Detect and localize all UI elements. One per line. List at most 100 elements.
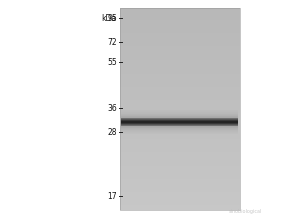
Bar: [120, 104, 240, 105]
Bar: [120, 181, 240, 182]
Bar: [120, 140, 240, 141]
Bar: [120, 29, 240, 30]
Bar: [120, 38, 240, 39]
Bar: [121, 114, 238, 115]
Bar: [120, 169, 240, 170]
Bar: [120, 117, 240, 118]
Bar: [120, 191, 240, 192]
Bar: [120, 18, 240, 19]
Bar: [120, 203, 240, 204]
Bar: [120, 170, 240, 171]
Bar: [121, 119, 238, 120]
Bar: [120, 8, 240, 210]
Bar: [120, 137, 240, 138]
Bar: [120, 30, 240, 31]
Bar: [121, 126, 238, 127]
Bar: [120, 12, 240, 13]
Text: 17: 17: [107, 192, 117, 200]
Bar: [120, 92, 240, 93]
Bar: [120, 151, 240, 152]
Bar: [121, 117, 238, 118]
Bar: [121, 116, 238, 117]
Text: 95: 95: [107, 13, 117, 22]
Bar: [120, 133, 240, 134]
Bar: [121, 110, 238, 111]
Bar: [121, 132, 238, 133]
Bar: [120, 99, 240, 100]
Bar: [120, 178, 240, 179]
Bar: [120, 199, 240, 200]
Bar: [120, 163, 240, 164]
Bar: [120, 68, 240, 69]
Bar: [120, 86, 240, 87]
Bar: [120, 139, 240, 140]
Bar: [120, 83, 240, 84]
Text: kDa: kDa: [101, 14, 116, 23]
Bar: [121, 118, 238, 119]
Bar: [121, 133, 238, 134]
Bar: [120, 155, 240, 157]
Bar: [120, 58, 240, 60]
Bar: [120, 48, 240, 50]
Bar: [121, 111, 238, 112]
Bar: [120, 56, 240, 58]
Bar: [120, 116, 240, 117]
Bar: [120, 185, 240, 186]
Bar: [120, 16, 240, 17]
Bar: [120, 77, 240, 78]
Bar: [120, 174, 240, 175]
Bar: [120, 37, 240, 38]
Bar: [120, 81, 240, 82]
Bar: [120, 150, 240, 151]
Bar: [120, 101, 240, 102]
Bar: [120, 120, 240, 121]
Bar: [120, 109, 240, 110]
Bar: [120, 198, 240, 199]
Bar: [120, 22, 240, 23]
Bar: [120, 73, 240, 74]
Bar: [120, 142, 240, 143]
Bar: [120, 105, 240, 106]
Bar: [120, 42, 240, 43]
Bar: [120, 103, 240, 104]
Bar: [120, 200, 240, 201]
Bar: [120, 164, 240, 165]
Bar: [120, 111, 240, 112]
Bar: [120, 152, 240, 153]
Bar: [120, 25, 240, 26]
Bar: [120, 110, 240, 111]
Bar: [120, 122, 240, 123]
Bar: [120, 72, 240, 73]
Bar: [120, 189, 240, 190]
Text: 72: 72: [107, 37, 117, 47]
Bar: [120, 165, 240, 166]
Bar: [120, 159, 240, 161]
Bar: [120, 85, 240, 86]
Bar: [120, 66, 240, 67]
Bar: [120, 20, 240, 21]
Bar: [120, 26, 240, 27]
Bar: [120, 134, 240, 135]
Text: 36: 36: [107, 103, 117, 112]
Bar: [120, 34, 240, 35]
Bar: [120, 108, 240, 109]
Bar: [120, 84, 240, 85]
Bar: [121, 115, 238, 116]
Bar: [120, 100, 240, 101]
Bar: [120, 114, 240, 115]
Bar: [120, 70, 240, 71]
Bar: [120, 145, 240, 146]
Bar: [120, 171, 240, 172]
Bar: [120, 10, 240, 11]
Bar: [120, 23, 240, 24]
Bar: [121, 124, 238, 125]
Bar: [120, 106, 240, 107]
Bar: [120, 94, 240, 95]
Bar: [120, 80, 240, 81]
Bar: [120, 82, 240, 83]
Bar: [120, 54, 240, 56]
Bar: [120, 208, 240, 209]
Bar: [120, 79, 240, 80]
Bar: [120, 207, 240, 208]
Bar: [120, 121, 240, 122]
